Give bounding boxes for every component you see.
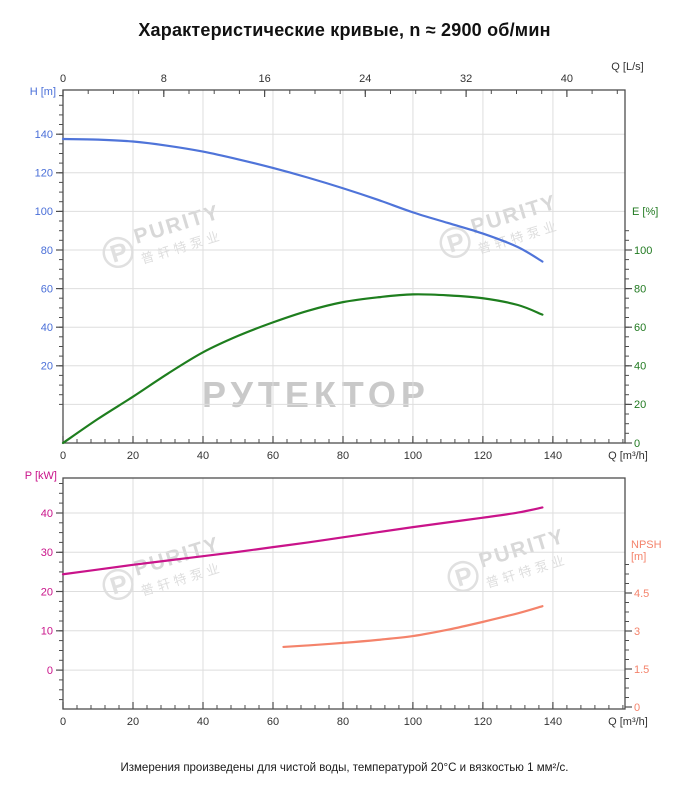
y-left-tick-label: 140 xyxy=(35,129,53,141)
x-axis-top: 0 8 16 24 32 40 xyxy=(60,73,618,97)
x-tick-label: 0 xyxy=(60,716,66,728)
y-left-tick-label: 100 xyxy=(35,206,53,218)
y-left-tick-label: 20 xyxy=(41,361,53,373)
y-axis-left: 0 10 20 30 40 xyxy=(41,483,63,701)
y-right-tick-label: 0 xyxy=(634,438,640,450)
curve-P xyxy=(61,506,544,576)
y-left-tick-label: 0 xyxy=(47,665,53,677)
npsh-axis-label: NPSH [m] xyxy=(631,539,677,563)
x-top-tick-label: 40 xyxy=(561,73,573,85)
y-left-tick-label: 60 xyxy=(41,283,53,295)
e-axis-label: E [%] xyxy=(632,206,659,218)
y-left-tick-label: 40 xyxy=(41,322,53,334)
x-axis-bottom: 0 20 40 60 80 100 120 140 xyxy=(60,702,624,728)
x-tick-label: 0 xyxy=(60,450,66,462)
x-tick-label: 120 xyxy=(474,450,492,462)
x-tick-label: 40 xyxy=(197,450,209,462)
y-left-tick-label: 120 xyxy=(35,168,53,180)
plot-border xyxy=(62,89,626,444)
q-m3h-axis-label-bottom-chart: Q [m³/h] xyxy=(608,716,648,728)
curve-H xyxy=(61,137,544,263)
x-tick-label: 40 xyxy=(197,716,209,728)
x-tick-label: 100 xyxy=(404,450,422,462)
npsh-axis-label-line2: [m] xyxy=(631,551,647,563)
watermark-rutektor: РУТЕКТОР xyxy=(202,374,430,415)
y-right-tick-label: 0 xyxy=(634,702,640,714)
x-tick-label: 20 xyxy=(127,450,139,462)
curve-NPSH xyxy=(282,605,544,649)
x-top-tick-label: 16 xyxy=(258,73,270,85)
y-left-tick-label: 80 xyxy=(41,245,53,257)
y-left-tick-label: 30 xyxy=(41,547,53,559)
x-tick-label: 140 xyxy=(544,716,562,728)
grid xyxy=(63,90,625,443)
footer-note: Измерения произведены для чистой воды, т… xyxy=(120,762,569,774)
x-tick-label: 20 xyxy=(127,716,139,728)
y-axis-right: 0 20 40 60 80 100 xyxy=(625,230,652,450)
p-axis-label: P [kW] xyxy=(24,470,57,482)
x-tick-label: 60 xyxy=(267,716,279,728)
chart-head-and-efficiency: 0 20 40 60 80 100 120 140 0 8 16 24 32 40 20 40 60 80 100 1… xyxy=(35,73,653,462)
npsh-axis-label-line1: NPSH xyxy=(631,539,662,551)
x-tick-label: 100 xyxy=(404,716,422,728)
y-axis-left: 20 40 60 80 100 120 140 xyxy=(35,95,63,405)
y-left-tick-label: 20 xyxy=(41,586,53,598)
x-tick-label: 140 xyxy=(544,450,562,462)
y-right-tick-label: 100 xyxy=(634,245,652,257)
x-tick-label: 80 xyxy=(337,716,349,728)
x-axis-bottom: 0 20 40 60 80 100 120 140 xyxy=(60,436,624,462)
y-right-tick-label: 40 xyxy=(634,361,646,373)
y-right-tick-label: 20 xyxy=(634,399,646,411)
x-tick-label: 60 xyxy=(267,450,279,462)
y-right-tick-label: 3 xyxy=(634,626,640,638)
y-left-tick-label: 40 xyxy=(41,508,53,520)
y-left-tick-label: 10 xyxy=(41,626,53,638)
y-right-tick-label: 60 xyxy=(634,322,646,334)
x-top-tick-label: 24 xyxy=(359,73,371,85)
x-top-tick-label: 32 xyxy=(460,73,472,85)
x-tick-label: 120 xyxy=(474,716,492,728)
x-top-tick-label: 8 xyxy=(161,73,167,85)
q-ls-axis-label: Q [L/s] xyxy=(611,61,644,73)
y-right-tick-label: 80 xyxy=(634,283,646,295)
y-axis-right: 0 1.5 3 4.5 xyxy=(625,564,649,714)
curve-E xyxy=(61,293,544,445)
chart-power-and-npsh: 0 20 40 60 80 100 120 140 0 10 20 30 40 0 1.5 3 4.5 xyxy=(41,477,649,728)
x-top-tick-label: 0 xyxy=(60,73,66,85)
h-axis-label: H [m] xyxy=(29,86,56,98)
page-title: Характеристические кривые, n ≈ 2900 об/м… xyxy=(138,20,551,40)
q-m3h-axis-label-top-chart: Q [m³/h] xyxy=(608,450,648,462)
y-right-tick-label: 4.5 xyxy=(634,588,649,600)
y-right-tick-label: 1.5 xyxy=(634,664,649,676)
grid xyxy=(63,478,625,709)
x-tick-label: 80 xyxy=(337,450,349,462)
